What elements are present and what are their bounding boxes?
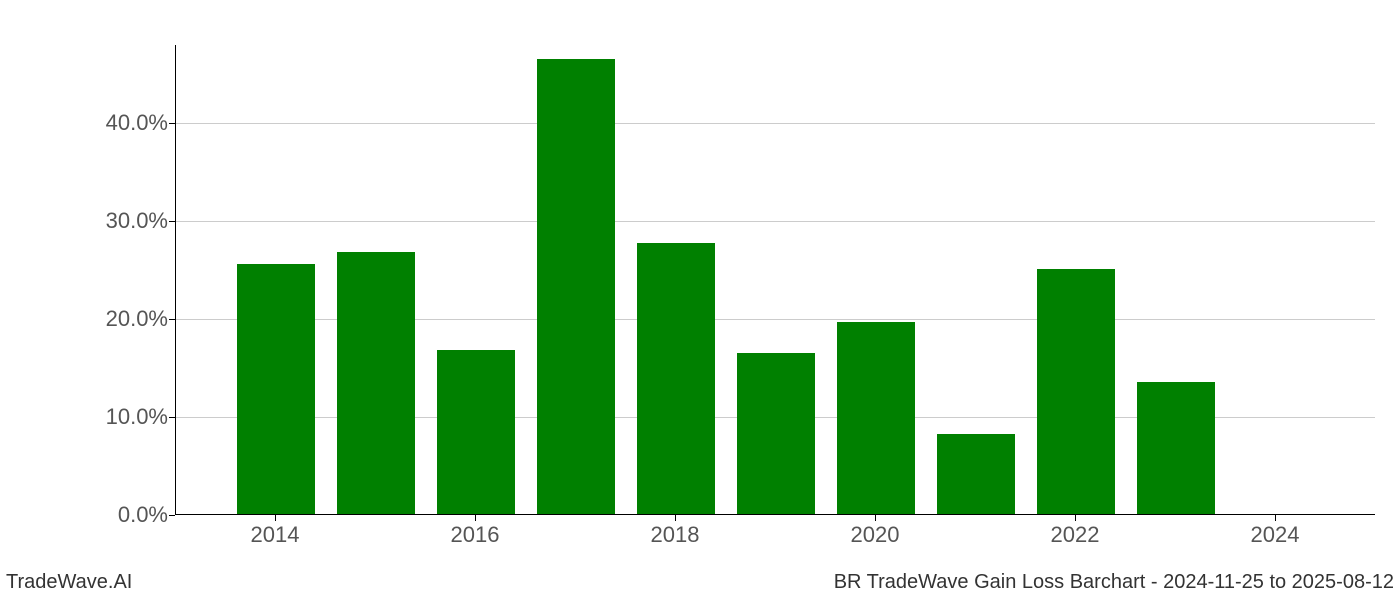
bar-2017 xyxy=(537,59,615,514)
y-tick-label: 20.0% xyxy=(68,306,168,332)
bar-2020 xyxy=(837,322,915,514)
bar-2022 xyxy=(1037,269,1115,514)
y-tick-mark xyxy=(169,221,175,222)
y-tick-mark xyxy=(169,515,175,516)
plot-area xyxy=(175,45,1375,515)
gridline xyxy=(176,221,1375,222)
bar-2021 xyxy=(937,434,1015,514)
x-tick-mark xyxy=(675,515,676,521)
y-tick-mark xyxy=(169,123,175,124)
y-tick-mark xyxy=(169,417,175,418)
y-tick-label: 30.0% xyxy=(68,208,168,234)
gain-loss-barchart: 0.0% 10.0% 20.0% 30.0% 40.0% 2014 2016 2018 2020… xyxy=(0,0,1400,600)
y-tick-mark xyxy=(169,319,175,320)
x-tick-mark xyxy=(275,515,276,521)
bar-2023 xyxy=(1137,382,1215,514)
gridline xyxy=(176,123,1375,124)
bar-2018 xyxy=(637,243,715,514)
bar-2019 xyxy=(737,353,815,514)
x-tick-label: 2014 xyxy=(251,522,300,548)
y-tick-label: 40.0% xyxy=(68,110,168,136)
y-tick-label: 0.0% xyxy=(68,502,168,528)
x-tick-mark xyxy=(475,515,476,521)
x-tick-label: 2018 xyxy=(651,522,700,548)
x-tick-label: 2020 xyxy=(851,522,900,548)
x-tick-label: 2024 xyxy=(1251,522,1300,548)
x-tick-mark xyxy=(1275,515,1276,521)
x-tick-mark xyxy=(875,515,876,521)
footer-left-brand: TradeWave.AI xyxy=(6,571,132,594)
bar-2016 xyxy=(437,350,515,515)
x-tick-mark xyxy=(1075,515,1076,521)
x-tick-label: 2022 xyxy=(1051,522,1100,548)
x-tick-label: 2016 xyxy=(451,522,500,548)
footer-right-caption: BR TradeWave Gain Loss Barchart - 2024-1… xyxy=(834,571,1394,594)
bar-2014 xyxy=(237,264,315,514)
bar-2015 xyxy=(337,252,415,514)
y-tick-label: 10.0% xyxy=(68,404,168,430)
